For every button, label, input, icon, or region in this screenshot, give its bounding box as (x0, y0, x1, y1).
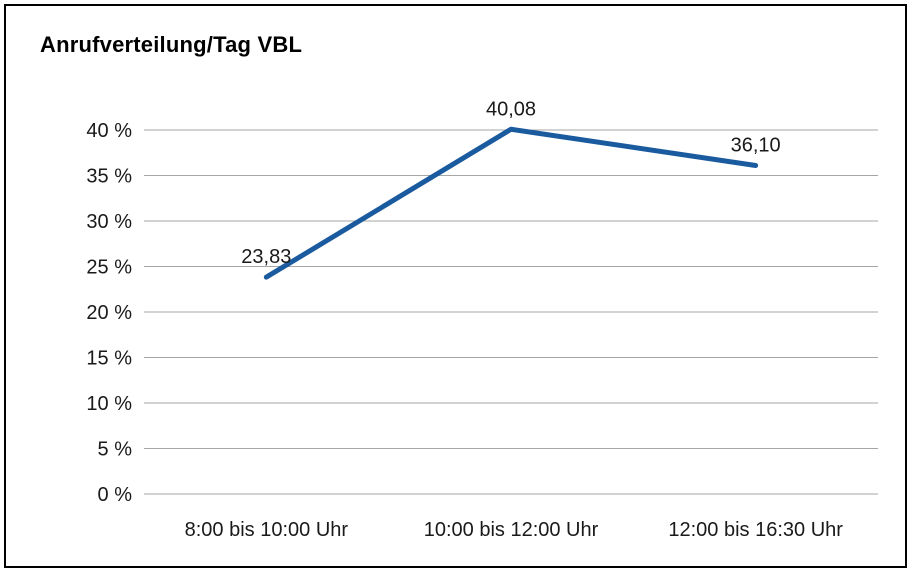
x-axis-category-label: 10:00 bis 12:00 Uhr (424, 519, 599, 541)
series-line (263, 126, 759, 280)
data-label: 40,08 (486, 98, 536, 120)
y-axis-tick-label: 40 % (86, 120, 132, 142)
chart-title: Anrufverteilung/Tag VBL (40, 32, 303, 57)
y-axis-tick-label: 10 % (86, 393, 132, 415)
line-chart-canvas: 0 % 5 % 10 % 15 % 20 % 25 % 30 % 35 % 40 % 8:00 b… (86, 98, 878, 541)
y-axis-tick-label: 25 % (86, 257, 132, 279)
y-axis-tick-label: 30 % (86, 211, 132, 233)
x-axis-category-label: 12:00 bis 16:30 Uhr (668, 519, 843, 541)
data-label: 36,10 (731, 134, 781, 156)
y-axis-tick-label: 35 % (86, 166, 132, 188)
x-axis-category-label: 8:00 bis 10:00 Uhr (185, 519, 349, 541)
chart-frame: Anrufverteilung/Tag VBL 0 % 5 % 10 % 15 % 20… (4, 4, 907, 568)
y-axis-tick-label: 15 % (86, 348, 132, 370)
y-axis-tick-label: 0 % (98, 484, 133, 506)
y-axis-tick-label: 20 % (86, 302, 132, 324)
y-axis-tick-label: 5 % (98, 439, 133, 461)
data-label: 23,83 (241, 246, 291, 268)
